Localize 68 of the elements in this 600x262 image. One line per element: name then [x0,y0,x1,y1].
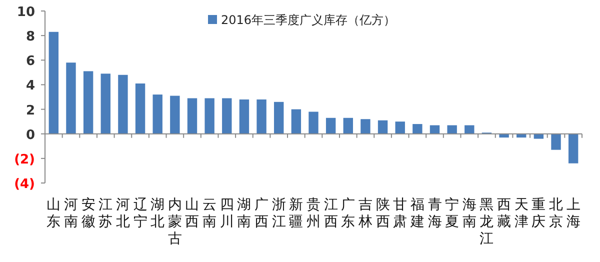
x-tick-label: 北京 [549,197,564,230]
bar [568,134,578,164]
bar [48,32,59,134]
y-tick-label: 4 [26,78,35,94]
x-tick-label: 湖北 [150,197,165,230]
bar [274,102,284,134]
bar [534,134,544,139]
x-tick-label: 吉林 [357,197,372,230]
x-tick-label: 宁夏 [445,197,460,230]
x-tick-label: 江苏 [98,197,113,230]
bar [430,125,440,134]
y-tick-label: 8 [26,30,35,45]
x-tick-label: 陕西 [376,197,390,230]
bar [239,99,250,134]
x-tick-label: 西藏 [497,197,512,230]
y-tick-label: (4) [14,177,35,192]
bar [256,99,266,134]
x-tick-label: 山西 [185,197,200,230]
bar [464,125,474,134]
legend-label: 2016年三季度广义库存（亿方） [221,13,396,27]
bar [66,62,76,134]
bar [343,118,353,134]
x-tick-label: 新疆 [289,197,304,230]
y-tick-label: 2 [26,103,35,118]
x-tick-label: 浙江 [272,197,286,230]
bar [152,94,162,134]
x-tick-label: 四川 [220,197,234,230]
x-tick-label: 云南 [202,197,217,230]
bar [551,134,561,150]
x-tick-label: 黑龙江 [480,197,494,247]
bar [360,119,370,134]
x-tick-label: 河南 [64,197,78,230]
bar [204,98,214,134]
bar [118,74,128,134]
x-tick-label: 广东 [341,197,356,230]
x-tick-label: 上海 [566,197,580,230]
bar [395,122,405,134]
bar [222,98,232,134]
bar [135,83,146,134]
bar [447,125,457,134]
y-tick-label: (2) [14,152,35,168]
bar [187,98,198,134]
y-tick-label: 6 [26,54,35,70]
bar [412,124,422,134]
x-tick-label: 安徽 [81,197,96,230]
x-tick-label: 海南 [462,197,476,230]
x-tick-label: 山东 [46,197,61,230]
x-tick-label: 贵州 [306,197,320,230]
x-tick-label: 青海 [428,197,442,230]
x-tick-label: 天津 [514,197,528,230]
bar [378,120,388,134]
x-tick-label: 河北 [116,197,130,230]
x-tick-label: 重庆 [532,197,546,230]
bar [100,74,110,134]
bar [326,118,336,134]
y-tick-label: 10 [16,5,35,20]
bar [83,71,94,134]
x-tick-label: 甘肃 [393,197,408,230]
bar [308,112,318,134]
bar [291,109,302,134]
x-tick-label: 内蒙古 [168,197,182,247]
y-tick-label: 0 [26,128,35,143]
x-tick-label: 广西 [254,197,269,230]
bar [170,96,180,134]
x-tick-label: 福建 [409,197,424,230]
x-tick-label: 江西 [324,197,338,230]
x-tick-label: 辽宁 [133,197,148,230]
x-tick-label: 湖南 [237,197,252,230]
